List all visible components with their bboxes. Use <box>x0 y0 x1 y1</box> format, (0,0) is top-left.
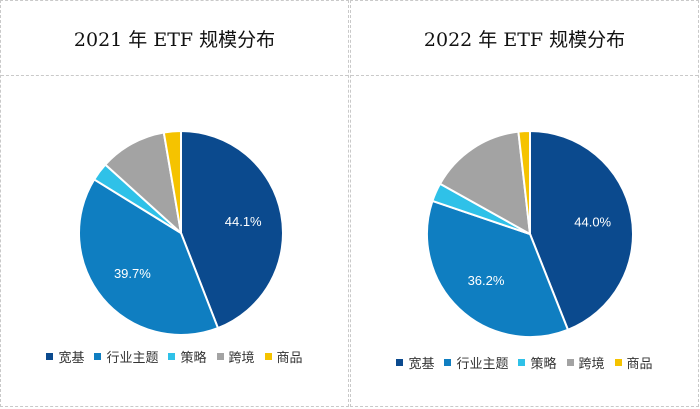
chart-legend: 宽基 行业主题 策略 跨境 商品 <box>1 347 348 366</box>
legend-label: 跨境 <box>578 357 605 372</box>
legend-label: 宽基 <box>408 357 435 372</box>
legend-item-hangye-zhuti: 行业主题 <box>444 353 508 372</box>
pie-slice-shangpin <box>517 130 531 235</box>
pie-chart-2022: 44.0% 36.2% <box>425 130 634 338</box>
legend-item-kuajing: 跨境 <box>566 353 605 372</box>
legend-item-kuajing: 跨境 <box>216 347 255 366</box>
legend-swatch <box>518 359 526 366</box>
chart-title: 2021 年 ETF 规模分布 <box>1 1 348 76</box>
data-label-kuanji: 44.1% <box>225 214 262 229</box>
legend-swatch <box>168 353 176 360</box>
legend-item-celue: 策略 <box>518 353 557 372</box>
pie-slice-shangpin <box>162 129 182 234</box>
pie-slice-kuajing <box>104 131 182 234</box>
chart-title: 2022 年 ETF 规模分布 <box>351 1 698 76</box>
pie-slice-kuajing <box>439 130 531 235</box>
pie-slice-kuanji <box>180 130 284 330</box>
legend-label: 商品 <box>276 351 303 366</box>
legend-label: 跨境 <box>228 351 255 366</box>
legend-label: 行业主题 <box>456 357 509 372</box>
legend-label: 宽基 <box>58 351 85 366</box>
pie-chart-2021: 44.1% 39.7% <box>78 129 284 336</box>
legend-item-shangpin: 商品 <box>264 347 303 366</box>
chart-legend: 宽基 行业主题 策略 跨境 商品 <box>351 353 698 372</box>
data-label-hangye-zhuti: 36.2% <box>468 273 505 288</box>
pie-slice-hangye-zhuti <box>78 178 219 336</box>
legend-swatch <box>614 359 622 366</box>
pie-slice-kuanji <box>529 130 634 331</box>
legend-swatch <box>566 359 574 366</box>
legend-label: 商品 <box>626 357 653 372</box>
legend-label: 策略 <box>180 351 207 366</box>
legend-label: 策略 <box>530 357 557 372</box>
legend-item-celue: 策略 <box>168 347 207 366</box>
legend-swatch <box>264 353 272 360</box>
legend-item-shangpin: 商品 <box>614 353 653 372</box>
legend-item-kuanji: 宽基 <box>396 353 434 372</box>
legend-swatch <box>46 353 54 360</box>
chart-panel-2022: 2022 年 ETF 规模分布 44.0% 36.2% 宽基 行业主题 策略 跨境 商品 <box>350 0 699 407</box>
chart-panel-2021: 2021 年 ETF 规模分布 44.1% 39.7% 宽基 行业主题 策略 跨境 商品 <box>0 0 349 407</box>
legend-swatch <box>216 353 224 360</box>
legend-item-kuanji: 宽基 <box>46 347 84 366</box>
legend-label: 行业主题 <box>106 351 159 366</box>
pie-slice-hangye-zhuti <box>425 199 569 338</box>
legend-item-hangye-zhuti: 行业主题 <box>94 347 158 366</box>
legend-swatch <box>396 359 404 366</box>
data-label-hangye-zhuti: 39.7% <box>114 266 151 281</box>
legend-swatch <box>444 359 452 366</box>
data-label-kuanji: 44.0% <box>574 215 611 230</box>
legend-swatch <box>94 353 102 360</box>
